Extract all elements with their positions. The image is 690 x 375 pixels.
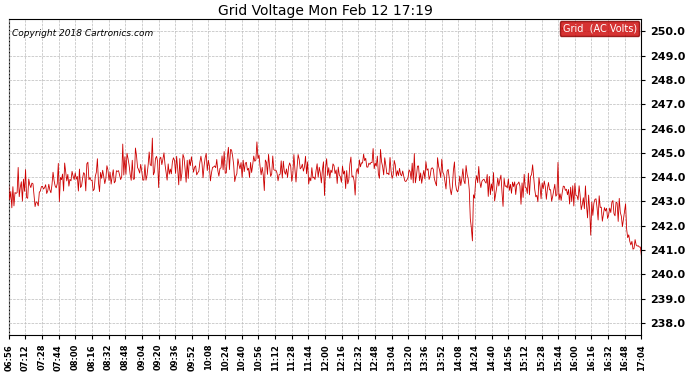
Text: Copyright 2018 Cartronics.com: Copyright 2018 Cartronics.com xyxy=(12,29,153,38)
Legend: Grid  (AC Volts): Grid (AC Volts) xyxy=(560,21,640,36)
Title: Grid Voltage Mon Feb 12 17:19: Grid Voltage Mon Feb 12 17:19 xyxy=(217,4,433,18)
